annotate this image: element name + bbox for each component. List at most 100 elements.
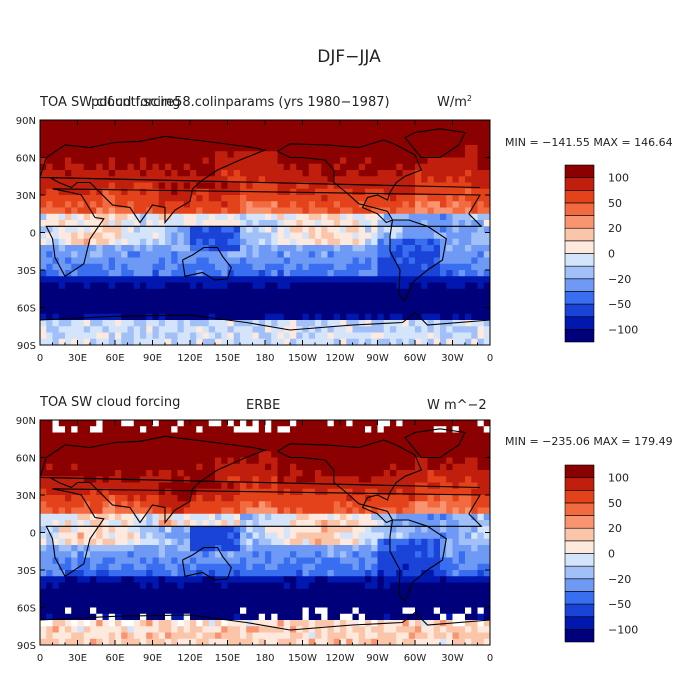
map-cell	[296, 282, 303, 290]
map-cell	[402, 170, 410, 177]
map-cell	[258, 551, 266, 558]
map-cell	[202, 176, 210, 183]
map-cell	[321, 588, 328, 596]
map-cell	[221, 501, 228, 508]
map-cell	[140, 282, 147, 290]
map-cell	[452, 520, 460, 527]
map-cell	[96, 288, 103, 296]
map-cell	[446, 226, 453, 233]
map-cell	[83, 288, 91, 296]
map-cell	[340, 463, 347, 471]
map-cell	[265, 270, 272, 277]
map-cell	[265, 213, 272, 221]
map-cell	[252, 426, 260, 433]
map-cell	[240, 607, 247, 615]
map-cell	[52, 220, 60, 227]
map-cell	[71, 188, 78, 196]
map-cell	[483, 420, 491, 427]
map-cell	[371, 545, 378, 552]
map-cell	[102, 126, 110, 133]
map-cell	[283, 582, 291, 590]
map-cell	[446, 438, 453, 446]
map-cell	[358, 170, 366, 177]
map-cell	[340, 595, 347, 602]
map-cell	[215, 232, 222, 240]
map-cell	[233, 438, 241, 446]
map-cell	[190, 470, 197, 477]
map-cell	[77, 201, 85, 208]
map-cell	[90, 426, 97, 433]
map-cell	[58, 338, 66, 346]
map-cell	[358, 232, 366, 240]
map-cell	[190, 601, 197, 608]
map-cell	[71, 432, 78, 440]
map-cell	[90, 220, 97, 227]
map-cell	[140, 182, 147, 190]
map-cell	[477, 532, 485, 540]
map-cell	[252, 238, 260, 246]
map-cell	[321, 320, 328, 327]
map-cell	[421, 195, 428, 202]
map-cell	[115, 263, 122, 271]
map-cell	[340, 601, 347, 608]
map-cell	[352, 301, 360, 308]
map-cell	[46, 313, 53, 321]
map-cell	[283, 426, 291, 433]
map-cell	[246, 526, 253, 533]
map-cell	[433, 295, 441, 302]
map-cell	[408, 163, 416, 171]
map-cell	[258, 195, 266, 202]
map-cell	[65, 463, 72, 471]
map-cell	[402, 470, 410, 477]
map-cell	[40, 513, 47, 521]
map-cell	[58, 320, 66, 327]
map-cell	[421, 257, 428, 265]
map-cell	[446, 595, 453, 602]
map-cell	[227, 270, 235, 277]
map-cell	[446, 282, 453, 290]
map-cell	[83, 470, 91, 477]
map-cell	[271, 563, 278, 571]
map-cell	[483, 232, 491, 240]
map-cell	[58, 520, 66, 527]
map-cell	[258, 301, 266, 308]
map-cell	[458, 538, 466, 546]
map-cell	[408, 226, 416, 233]
map-cell	[402, 313, 410, 321]
map-cell	[308, 476, 316, 483]
map-cell	[452, 270, 460, 277]
map-cell	[290, 257, 297, 265]
map-cell	[433, 532, 441, 540]
map-cell	[396, 138, 403, 146]
map-cell	[52, 582, 60, 590]
map-cell	[140, 520, 147, 527]
map-cell	[108, 588, 116, 596]
map-cell	[65, 176, 72, 183]
map-cell	[365, 526, 372, 533]
map-cell	[190, 282, 197, 290]
map-cell	[471, 295, 478, 302]
map-cell	[240, 270, 247, 277]
map-cell	[102, 301, 110, 308]
map-cell	[246, 476, 253, 483]
map-cell	[71, 488, 78, 496]
map-cell	[471, 551, 478, 558]
map-cell	[208, 513, 216, 521]
map-cell	[40, 338, 47, 346]
map-cell	[265, 132, 272, 140]
map-cell	[265, 251, 272, 258]
map-cell	[83, 238, 91, 246]
map-cell	[265, 320, 272, 327]
map-cell	[127, 432, 135, 440]
map-cell	[208, 257, 216, 265]
map-cell	[483, 551, 491, 558]
map-cell	[40, 170, 47, 177]
map-cell	[146, 545, 153, 552]
map-cell	[121, 320, 128, 327]
map-cell	[158, 257, 166, 265]
map-cell	[452, 251, 460, 258]
map-cell	[458, 282, 466, 290]
map-cell	[65, 282, 72, 290]
map-cell	[140, 451, 147, 458]
map-cell	[277, 251, 285, 258]
